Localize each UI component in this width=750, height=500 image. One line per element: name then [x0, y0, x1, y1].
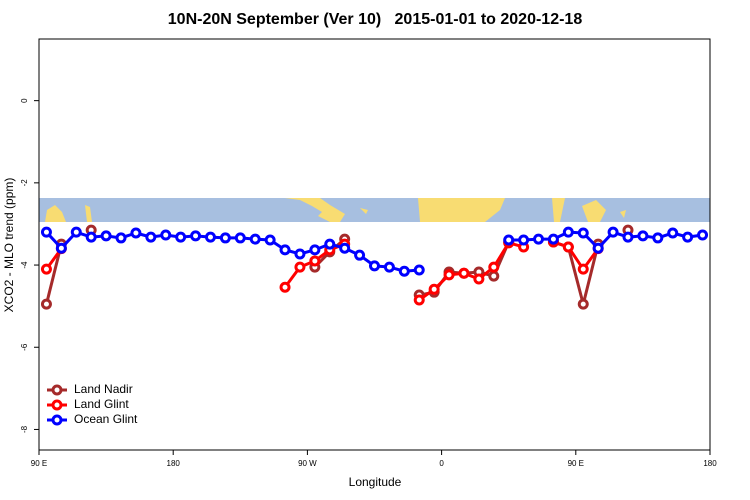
point [667, 227, 679, 239]
point [85, 231, 97, 243]
y-tick-label: -8 [20, 425, 29, 433]
point [607, 226, 619, 238]
point [577, 263, 589, 275]
legend-marker [51, 414, 63, 426]
point [40, 226, 52, 238]
legend-marker [51, 399, 63, 411]
point [562, 226, 574, 238]
point [518, 234, 530, 246]
point [458, 267, 470, 279]
point [249, 233, 261, 245]
point [70, 226, 82, 238]
point [190, 230, 202, 242]
point [40, 263, 52, 275]
point [428, 283, 440, 295]
point [115, 232, 127, 244]
point [339, 242, 351, 254]
point [503, 234, 515, 246]
point [145, 231, 157, 243]
point [577, 227, 589, 239]
point [682, 231, 694, 243]
y-tick-label: -6 [20, 343, 29, 351]
plot-frame [38, 38, 711, 451]
point [175, 231, 187, 243]
point [354, 249, 366, 261]
point [697, 229, 709, 241]
point [652, 232, 664, 244]
x-tick-label: 180 [167, 459, 181, 468]
point [279, 281, 291, 293]
point [55, 242, 67, 254]
point [369, 260, 380, 272]
point [279, 244, 291, 256]
legend-label: Ocean Glint [74, 412, 138, 426]
x-tick-label: 0 [439, 459, 444, 468]
point [294, 261, 306, 273]
y-tick-label: -4 [20, 261, 29, 269]
point [383, 261, 395, 273]
point [204, 231, 216, 243]
point [562, 241, 574, 253]
y-tick-label: 0 [20, 98, 29, 103]
y-axis-label: XCO2 - MLO trend (ppm) [2, 178, 16, 313]
series-line [552, 240, 600, 305]
series-line [552, 240, 600, 272]
x-axis-label: Longitude [349, 475, 402, 489]
point [488, 270, 500, 282]
point [324, 238, 336, 250]
legend-label: Land Nadir [74, 382, 133, 396]
legend-label: Land Glint [74, 397, 129, 411]
point [309, 255, 321, 267]
point [413, 294, 425, 306]
point [473, 273, 485, 285]
point [443, 269, 455, 281]
y-tick-label: -2 [20, 179, 29, 187]
point [309, 244, 321, 256]
point [234, 232, 246, 244]
point [398, 265, 410, 277]
point [219, 232, 231, 244]
point [130, 227, 142, 239]
x-tick-label: 90 E [568, 459, 584, 468]
point [577, 298, 589, 310]
point [547, 233, 559, 245]
point [637, 230, 649, 242]
legend-marker [51, 384, 63, 396]
point [488, 261, 500, 273]
chart-title: 10N-20N September (Ver 10) 2015-01-01 to… [168, 11, 583, 28]
point [160, 229, 172, 241]
point [413, 264, 425, 276]
point [294, 248, 306, 260]
point [264, 234, 276, 246]
x-tick-label: 90 E [31, 459, 47, 468]
point [622, 231, 634, 243]
point [533, 233, 545, 245]
point [40, 298, 52, 310]
x-tick-label: 90 W [298, 459, 317, 468]
x-tick-label: 180 [703, 459, 717, 468]
map-strip [39, 198, 710, 222]
point [592, 242, 604, 254]
point [100, 230, 112, 242]
